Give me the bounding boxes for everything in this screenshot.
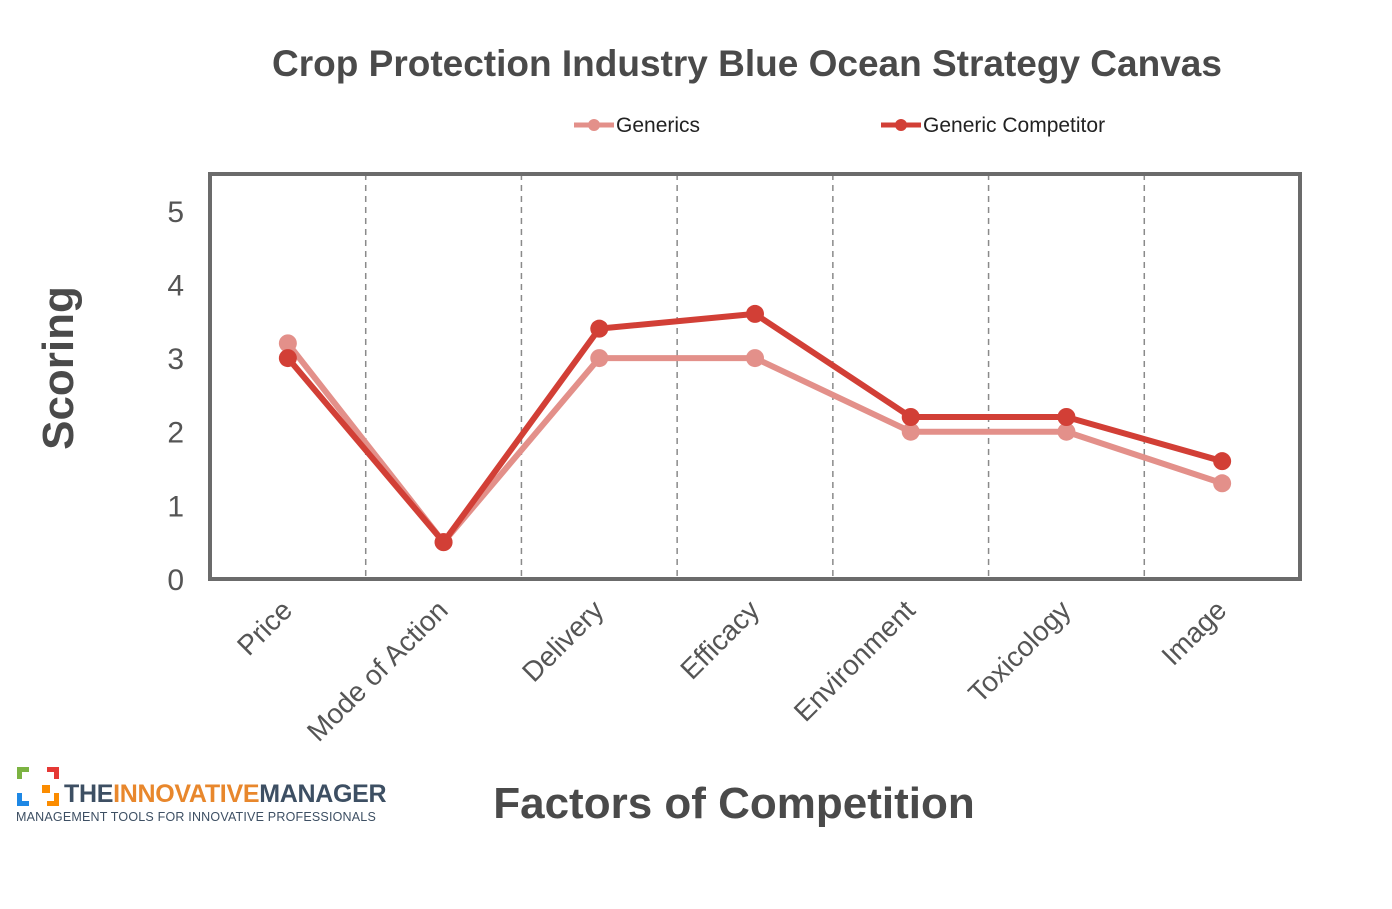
legend-label-generic-competitor: Generic Competitor — [923, 114, 1105, 137]
y-tick-label-4: 4 — [167, 269, 184, 302]
series-line-generics — [285, 341, 1224, 546]
point-generic-competitor-3 — [746, 304, 764, 323]
plot-frame — [208, 172, 1302, 581]
logo-word-manager: MANAGER — [259, 780, 387, 808]
logo-word-the: THE — [64, 780, 114, 808]
logo-wordmark: THEINNOVATIVEMANAGER — [64, 780, 387, 808]
x-axis-label: Factors of Competition — [493, 779, 975, 828]
point-generics-2 — [590, 349, 609, 368]
y-axis-label: Scoring — [34, 286, 83, 450]
y-tick-label-1: 1 — [167, 490, 184, 523]
logo-mark-icon — [17, 767, 59, 806]
logo: THEINNOVATIVEMANAGER MANAGEMENT TOOLS FO… — [16, 766, 436, 826]
y-tick-label-5: 5 — [167, 196, 184, 229]
legend-label-generics: Generics — [616, 114, 700, 137]
x-axis-ticks: Price Mode of Action Delivery Efficacy Envir… — [231, 594, 1232, 747]
point-generics-0 — [278, 334, 297, 353]
legend-marker-generics — [588, 119, 600, 131]
point-generic-competitor-6 — [1213, 452, 1232, 471]
point-generics-3 — [746, 349, 764, 368]
logo-tagline: MANAGEMENT TOOLS FOR INNOVATIVE PROFESSI… — [16, 810, 376, 824]
legend-marker-generic-competitor — [895, 119, 907, 131]
point-generics-6 — [1213, 474, 1232, 493]
legend: Generics Generic Competitor — [574, 114, 1105, 137]
x-tick-label-price: Price — [231, 594, 298, 661]
point-generic-competitor-0 — [278, 349, 297, 368]
point-generic-competitor-2 — [590, 319, 609, 338]
x-tick-label-image: Image — [1155, 594, 1232, 671]
y-tick-label-0: 0 — [167, 564, 184, 597]
point-generic-competitor-5 — [1057, 408, 1076, 426]
gridlines — [364, 174, 1146, 579]
x-tick-label-efficacy: Efficacy — [674, 594, 765, 685]
point-generic-competitor-4 — [901, 408, 920, 426]
x-tick-label-toxicology: Toxicology — [962, 594, 1076, 708]
y-axis-ticks: 0 1 2 3 4 5 — [167, 196, 184, 597]
series-layer — [278, 304, 1232, 552]
point-generics-5 — [1057, 422, 1076, 441]
chart-title: Crop Protection Industry Blue Ocean Stra… — [272, 43, 1222, 84]
x-tick-label-mode-of-action: Mode of Action — [301, 594, 454, 747]
point-generics-4 — [901, 422, 920, 441]
y-tick-label-2: 2 — [167, 417, 184, 450]
point-generic-competitor-1 — [434, 533, 453, 552]
logo-word-innovative: INNOVATIVE — [113, 780, 260, 808]
y-tick-label-3: 3 — [167, 343, 184, 376]
x-tick-label-delivery: Delivery — [516, 594, 609, 687]
series-line-generic-competitor — [285, 310, 1223, 546]
x-tick-label-environment: Environment — [788, 594, 921, 727]
